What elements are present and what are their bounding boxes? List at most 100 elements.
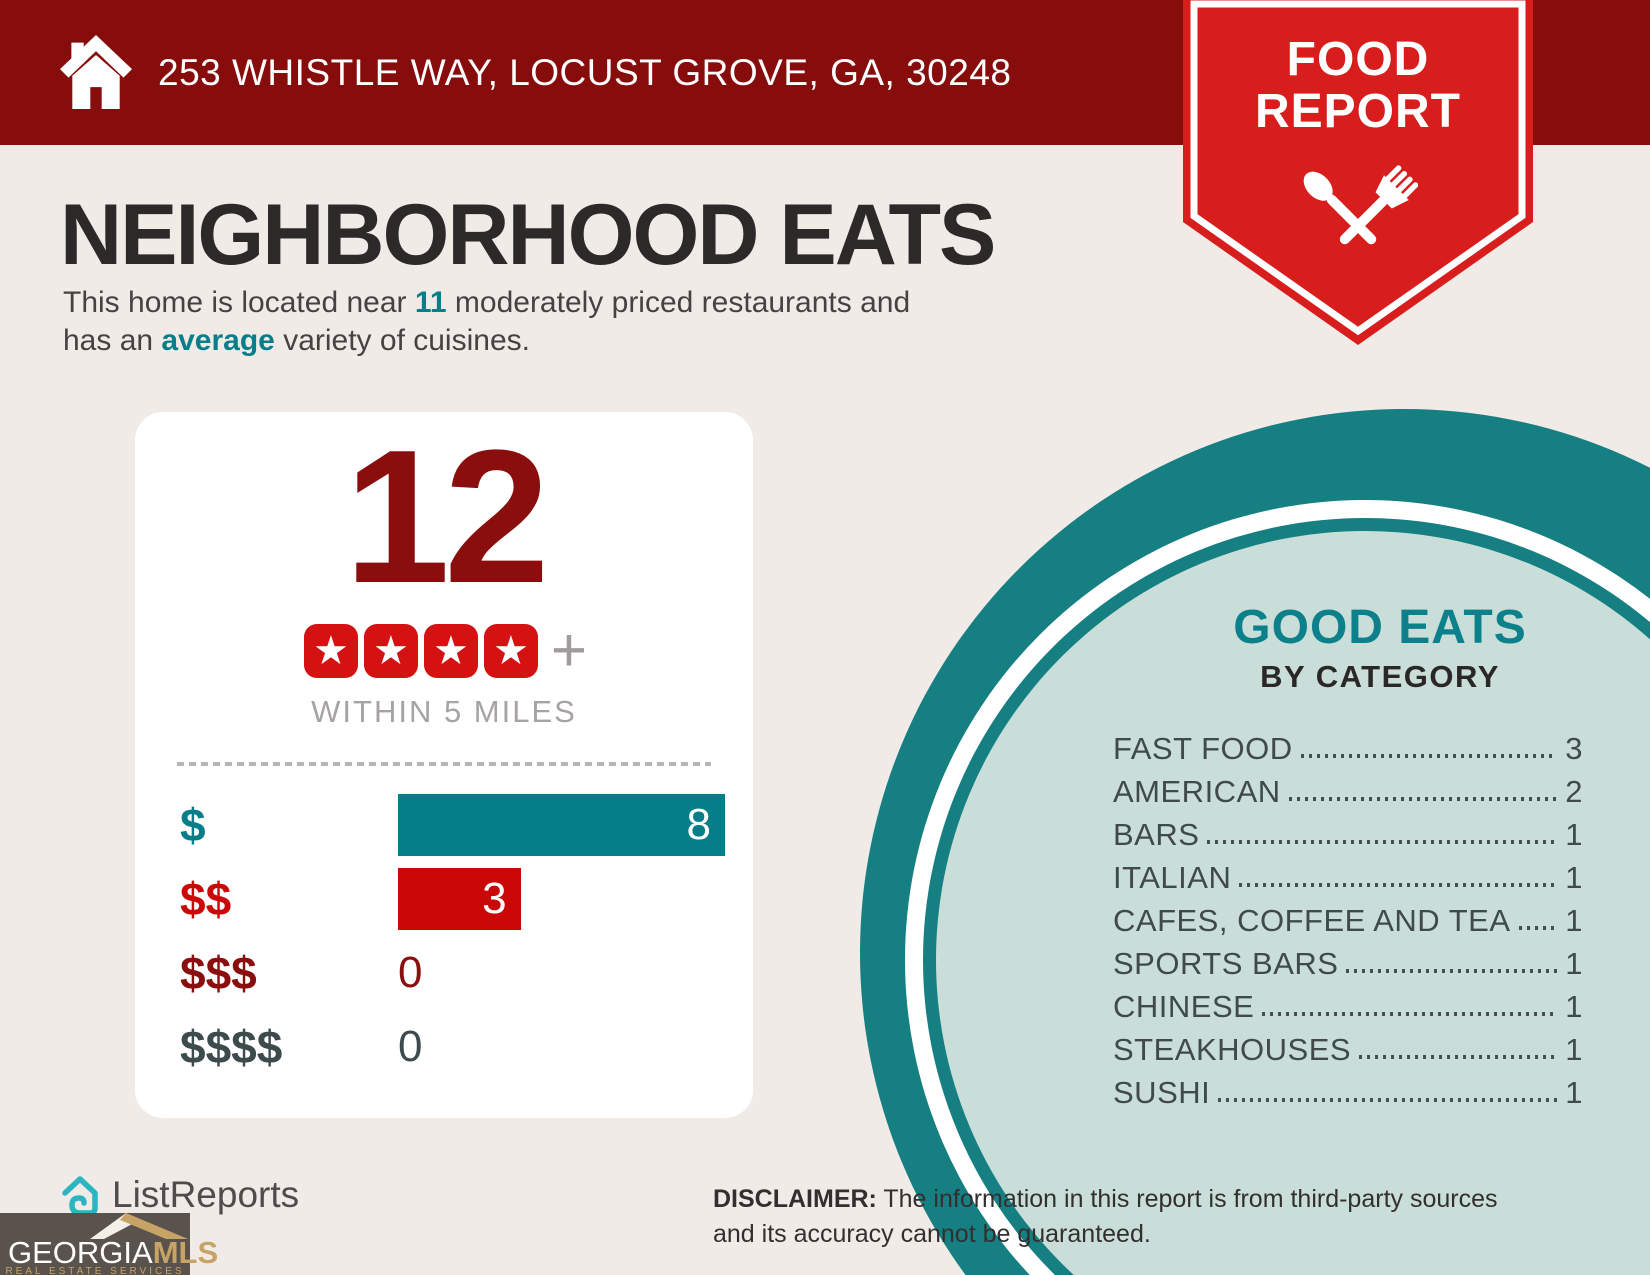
price-row-value: 0 [398,948,423,997]
star-icon: ★ [423,624,478,678]
radius-caption: WITHIN 5 MILES [311,694,577,729]
dotted-leader [1346,969,1558,973]
category-count: 1 [1565,860,1583,895]
listreports-wordmark: ListReports [112,1174,300,1215]
price-row-value: 0 [398,1022,423,1071]
price-row-label: $$ [180,873,232,925]
dotted-leader [1359,1055,1558,1059]
category-label: BARS [1113,817,1200,852]
category-label: SPORTS BARS [1113,946,1339,981]
intro-line2-text: has an [63,324,162,358]
price-row-track: 3 [398,868,725,930]
category-count: 1 [1565,1032,1583,1067]
dotted-leader [1518,926,1558,930]
restaurant-count: 12 [344,411,549,623]
category-row: SPORTS BARS 1 [1113,946,1583,981]
category-row: SUSHI 1 [1113,1075,1583,1110]
price-row-bar: 8 [398,794,725,856]
category-label: AMERICAN [1113,774,1281,809]
category-label: SUSHI [1113,1075,1211,1110]
category-row: STEAKHOUSES 1 [1113,1032,1583,1067]
price-row-label: $$$$ [180,1021,283,1073]
restaurant-count-highlight: 11 [414,286,447,319]
price-row-value: 8 [686,800,711,849]
category-count: 2 [1565,774,1583,809]
disclaimer: DISCLAIMER: The information in this repo… [713,1182,1533,1252]
price-row-track: 0 [398,942,725,1004]
intro-line2-text2: variety of cuisines. [274,324,530,358]
georgia-mls-logo: GEORGIAMLS REAL ESTATE SERVICES [0,1213,218,1275]
mls-roof-icon [90,1213,188,1239]
listreports-house-icon [62,1176,98,1216]
dotted-leader [1239,883,1558,887]
star-icon: ★ [303,624,358,678]
price-row: $$$$ 0 [135,1016,753,1078]
category-count: 1 [1565,946,1583,981]
mls-tagline: REAL ESTATE SERVICES [5,1266,185,1275]
category-label: STEAKHOUSES [1113,1032,1352,1067]
price-row-track: 8 [398,794,725,856]
star-icon: ★ [483,624,538,678]
price-row-value: 3 [482,874,507,923]
price-row-label: $ [180,799,206,851]
category-label: CHINESE [1113,989,1255,1024]
star-rating: ★ ★ ★ ★ + [135,616,753,685]
category-row: ITALIAN 1 [1113,860,1583,895]
restaurant-summary-card: 12 ★ ★ ★ ★ + WITHIN 5 MILES $8 $$ 3 $$$ 0 $$$$ 0 [135,412,753,1118]
star-icon: ★ [363,624,418,678]
category-count: 1 [1565,989,1583,1024]
category-row: BARS 1 [1113,817,1583,852]
disclaimer-text: The information in this report is from t… [713,1185,1498,1248]
price-row-label: $$$ [180,947,257,999]
category-label: FAST FOOD [1113,731,1293,766]
plus-icon: + [550,616,588,685]
price-level-chart: $8 $$ 3 $$$ 0 $$$$ 0 [135,794,753,1090]
intro-sentence: This home is located near 11 moderately … [63,284,1123,361]
category-row: CHINESE 1 [1113,989,1583,1024]
dotted-leader [1288,797,1558,801]
dotted-leader [1300,754,1558,758]
spoon-fork-icon [1303,165,1418,245]
mls-wordmark-georgia: GEORGIA [8,1235,153,1270]
property-address: 253 WHISTLE WAY, LOCUST GROVE, GA, 30248 [158,51,1012,93]
good-eats-subtitle: BY CATEGORY [1260,659,1500,694]
ribbon-title: FOOD REPORT [1183,34,1533,138]
dotted-leader [1218,1098,1558,1102]
category-list: FAST FOOD 3 AMERICAN 2 BARS 1 ITALIAN 1 CAFES, C… [1113,731,1583,1110]
ribbon-title-line2: REPORT [1254,84,1461,138]
intro-line2: has an average variety of cuisines. [63,322,1123,360]
category-count: 1 [1565,903,1583,938]
page-title: NEIGHBORHOOD EATS [60,187,996,283]
category-row: AMERICAN 2 [1113,774,1583,809]
good-eats-title: GOOD EATS [1233,601,1527,654]
disclaimer-label: DISCLAIMER: [713,1185,877,1213]
variety-highlight: average [161,324,275,358]
food-report-ribbon: FOOD REPORT [1183,0,1533,345]
ribbon-title-line1: FOOD [1286,33,1430,86]
category-count: 3 [1565,731,1583,766]
category-label: CAFES, COFFEE AND TEA [1113,903,1511,938]
mls-wordmark: GEORGIAMLS [8,1235,218,1271]
category-row: CAFES, COFFEE AND TEA 1 [1113,903,1583,938]
price-row-bar: 3 [398,868,521,930]
dashed-divider [177,762,711,766]
dotted-leader [1207,840,1558,844]
home-icon [60,35,132,109]
mls-wordmark-mls: MLS [152,1235,219,1270]
intro-line1-text2: moderately priced restaurants and [446,286,911,319]
category-row: FAST FOOD 3 [1113,731,1583,766]
ribbon-shape [1183,0,1533,345]
price-row-track: 0 [398,1016,725,1078]
price-row: $8 [135,794,753,856]
intro-line1: This home is located near 11 moderately … [63,284,1123,322]
good-eats-panel: GOOD EATS BY CATEGORY FAST FOOD 3 AMERICAN… [1090,600,1650,1118]
dotted-leader [1262,1012,1558,1016]
intro-line1-text: This home is located near [63,286,415,319]
price-row: $$ 3 [135,868,753,930]
listreports-logo: ListReports [58,1172,299,1218]
category-count: 1 [1565,1075,1583,1110]
category-label: ITALIAN [1113,860,1232,895]
price-row: $$$ 0 [135,942,753,1004]
category-count: 1 [1565,817,1583,852]
